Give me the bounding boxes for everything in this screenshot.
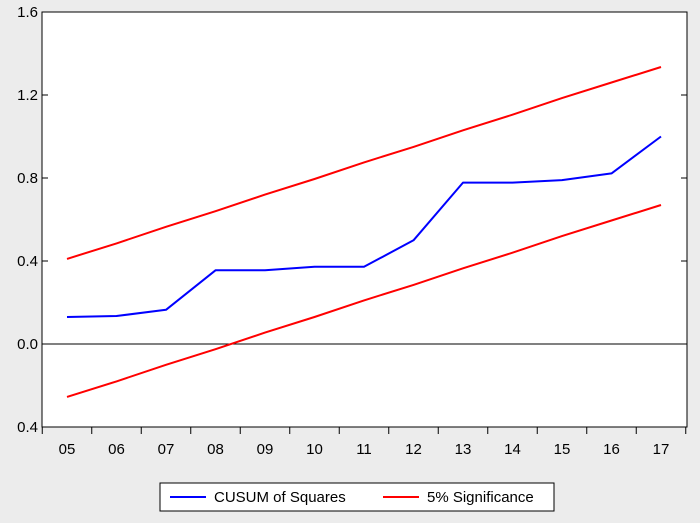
- x-tick-label: 12: [405, 441, 422, 458]
- y-tick-label: 1.6: [17, 4, 38, 21]
- legend: CUSUM of Squares 5% Significance: [159, 482, 555, 512]
- legend-label-significance: 5% Significance: [427, 489, 534, 506]
- y-tick-label: 0.0: [17, 336, 38, 353]
- x-tick-label: 16: [603, 441, 620, 458]
- y-tick-label: 0.8: [17, 170, 38, 187]
- legend-box: [159, 482, 555, 512]
- series-line-2: [66, 204, 662, 398]
- x-tick-label: 09: [257, 441, 274, 458]
- series-layer: [66, 66, 662, 398]
- y-axis: 0.4 0.0 0.4 0.8 1.2 1.6: [17, 4, 687, 436]
- x-tick-label: 07: [158, 441, 175, 458]
- series-line-0: [66, 135, 662, 318]
- x-tick-label: 06: [108, 441, 125, 458]
- x-tick-label: 13: [455, 441, 472, 458]
- y-tick-label: 1.2: [17, 87, 38, 104]
- legend-label-cusum: CUSUM of Squares: [214, 489, 346, 506]
- x-axis: 05 06 07 08 09 10 11 12 13 14 15 16 17: [41, 427, 687, 458]
- y-tick-label: 0.4: [17, 253, 38, 270]
- x-tick-label: 14: [504, 441, 521, 458]
- x-tick-label: 11: [356, 441, 372, 458]
- x-tick-label: 08: [207, 441, 224, 458]
- x-tick-label: 10: [306, 441, 323, 458]
- x-tick-label: 15: [554, 441, 571, 458]
- series-line-1: [66, 66, 662, 260]
- x-tick-label: 05: [59, 441, 76, 458]
- x-tick-label: 17: [653, 441, 670, 458]
- y-tick-label: 0.4: [17, 419, 38, 436]
- plot-area: [41, 11, 688, 428]
